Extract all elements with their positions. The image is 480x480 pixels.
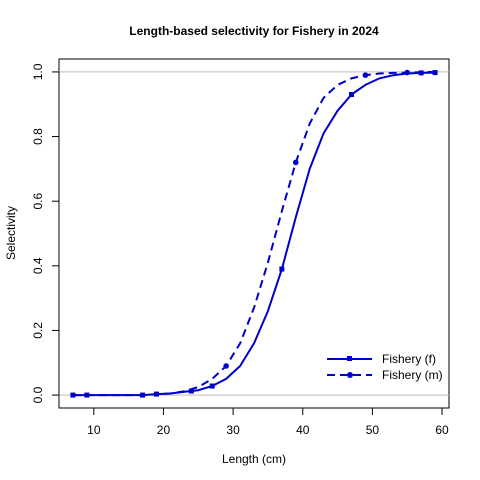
series-0-marker	[209, 383, 215, 389]
x-tick-label: 50	[366, 423, 380, 437]
x-axis: 10 20 30 40 50 60	[87, 407, 449, 437]
series-layer	[72, 70, 436, 397]
marker-layer	[70, 69, 438, 398]
series-0-marker	[70, 392, 76, 398]
series-1-marker	[404, 69, 411, 76]
series-line-1	[72, 70, 436, 397]
x-tick-label: 30	[226, 423, 240, 437]
y-tick-label: 1.0	[31, 63, 45, 80]
legend-label-f: Fishery (f)	[382, 352, 436, 366]
series-1-marker	[223, 363, 229, 369]
y-tick-label: 0.6	[31, 193, 45, 210]
series-0-marker	[349, 92, 354, 98]
series-0-marker	[84, 392, 90, 398]
y-tick-label: 0.2	[31, 322, 45, 339]
legend-label-m: Fishery (m)	[382, 368, 443, 382]
legend-marker-f	[347, 356, 352, 361]
series-0-marker	[279, 266, 285, 272]
chart-title: Length-based selectivity for Fishery in …	[129, 24, 379, 38]
series-1-marker	[292, 159, 299, 166]
legend: Fishery (f) Fishery (m)	[327, 352, 443, 382]
series-0-marker	[140, 392, 146, 398]
series-0-marker	[432, 70, 438, 76]
legend-marker-m	[347, 372, 353, 378]
series-0-marker	[418, 70, 424, 76]
x-tick-label: 20	[157, 423, 171, 437]
series-0-marker	[154, 391, 159, 397]
series-1-marker	[362, 72, 369, 78]
x-axis-label: Length (cm)	[222, 452, 286, 466]
x-tick-label: 60	[435, 423, 449, 437]
x-tick-label: 40	[296, 423, 310, 437]
y-tick-label: 0.4	[31, 257, 45, 274]
y-axis-label: Selectivity	[4, 206, 18, 260]
series-line-0	[72, 71, 436, 397]
y-axis: 0.0 0.2 0.4 0.6 0.8 1.0	[31, 63, 60, 403]
y-tick-label: 0.0	[31, 386, 45, 403]
y-tick-label: 0.8	[31, 128, 45, 145]
series-0-marker	[188, 388, 194, 394]
x-tick-label: 10	[87, 423, 101, 437]
